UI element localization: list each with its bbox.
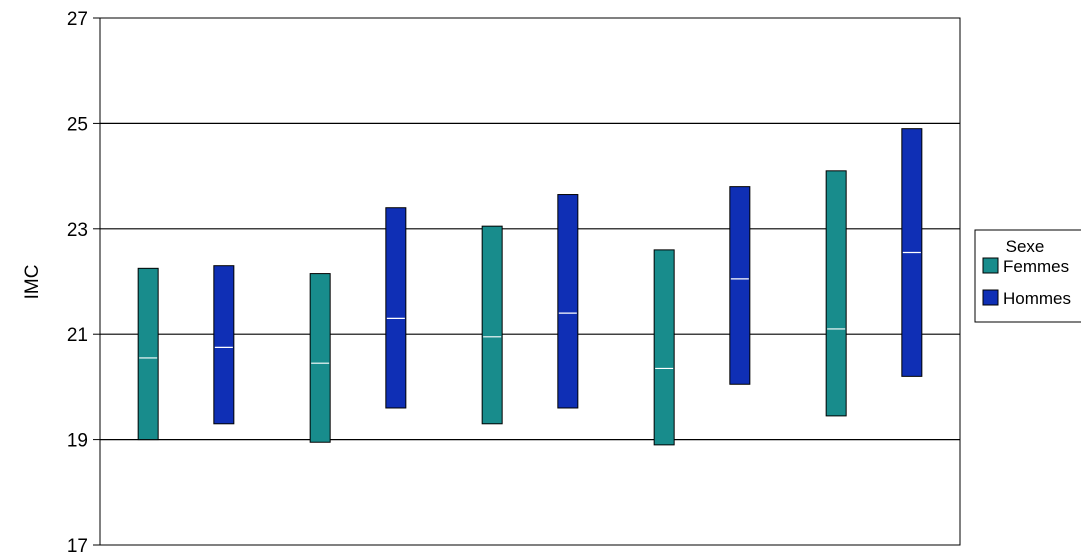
box-femmes [309, 273, 331, 443]
legend: Sexe Femmes Hommes [974, 229, 1081, 323]
box-hommes [729, 186, 751, 385]
box-femmes [137, 267, 159, 441]
box-femmes [653, 249, 675, 446]
legend-frame [974, 229, 1081, 323]
legend-swatch-hommes [982, 289, 999, 306]
legend-swatch-femmes [982, 257, 999, 274]
y-tick-label: 19 [67, 431, 88, 452]
y-tick-label: 27 [67, 9, 88, 30]
box-hommes [385, 207, 407, 409]
box-femmes [481, 225, 503, 425]
y-tick-label: 17 [67, 536, 88, 552]
box-hommes [557, 194, 579, 409]
legend-label-hommes: Hommes [1003, 289, 1071, 308]
gridlines [100, 122, 960, 441]
y-axis: 17 19 21 23 25 27 [67, 9, 100, 552]
y-axis-label: IMC [22, 265, 43, 300]
legend-title: Sexe [1006, 237, 1045, 256]
y-tick-label: 21 [67, 325, 88, 346]
plot-area [137, 128, 923, 446]
box-hommes [213, 265, 235, 425]
box-femmes [825, 170, 847, 417]
y-tick-label: 23 [67, 220, 88, 241]
y-tick-label: 25 [67, 114, 88, 135]
legend-label-femmes: Femmes [1003, 257, 1069, 276]
plot-frame [99, 17, 961, 546]
